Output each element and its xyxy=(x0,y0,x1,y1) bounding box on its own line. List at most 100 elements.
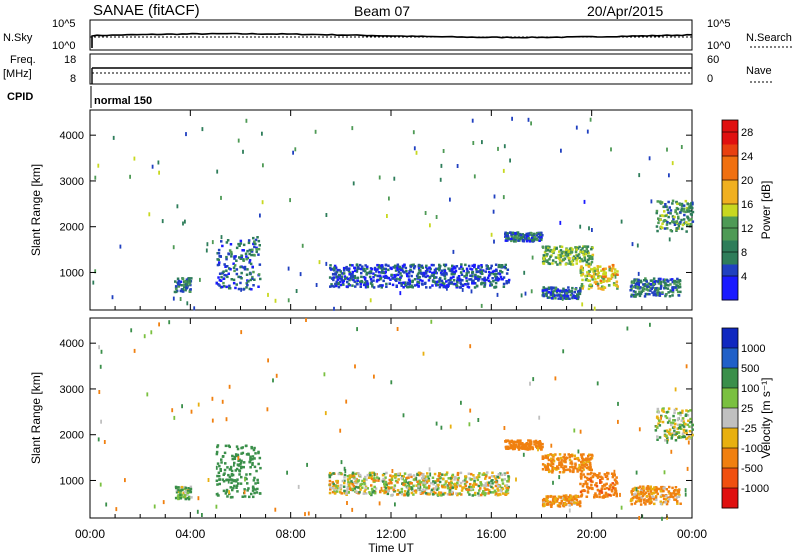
data-cell xyxy=(505,487,508,490)
colorbar-tick-label: 4 xyxy=(741,271,747,283)
data-cell xyxy=(586,258,590,262)
time-axis: 00:00 04:00 08:00 12:00 16:00 20:00 00:00 xyxy=(75,110,707,541)
data-cell xyxy=(388,282,391,285)
data-cell xyxy=(336,275,340,278)
data-cell xyxy=(443,491,447,495)
data-cell xyxy=(234,469,237,472)
data-cell xyxy=(570,263,573,266)
data-cell xyxy=(632,290,636,293)
data-cell xyxy=(456,473,460,476)
data-cell xyxy=(604,273,607,277)
data-cell xyxy=(668,485,671,489)
data-cell xyxy=(339,270,342,273)
data-cell xyxy=(646,283,649,287)
data-cell xyxy=(585,460,588,463)
data-cell xyxy=(634,283,638,286)
data-cell xyxy=(666,496,669,499)
data-cell xyxy=(438,266,441,269)
data-cell xyxy=(504,239,508,242)
data-cell xyxy=(237,287,241,291)
data-cell xyxy=(495,277,498,280)
data-cell xyxy=(447,477,450,480)
data-cell xyxy=(257,285,260,288)
data-cell xyxy=(578,245,581,249)
data-cell xyxy=(180,493,184,497)
data-cell xyxy=(445,280,448,283)
data-cell xyxy=(588,462,592,465)
data-cell xyxy=(652,282,656,286)
data-cell xyxy=(325,261,328,266)
data-cell xyxy=(453,270,456,274)
data-cell xyxy=(589,466,592,470)
data-cell xyxy=(612,487,615,490)
colorbar-tick-label: 8 xyxy=(741,247,747,259)
data-cell xyxy=(666,221,669,224)
data-cell xyxy=(459,484,462,488)
data-cell xyxy=(526,448,529,451)
data-cell xyxy=(546,503,549,506)
data-cell xyxy=(426,274,429,278)
data-cell xyxy=(655,225,659,228)
data-cell xyxy=(545,498,549,501)
data-cell xyxy=(538,239,541,242)
data-cell xyxy=(238,470,242,473)
data-cell xyxy=(335,480,338,483)
data-cell xyxy=(174,280,177,283)
data-cell xyxy=(614,284,618,287)
data-cell xyxy=(365,478,368,481)
data-cell xyxy=(549,293,553,296)
data-cell xyxy=(328,491,332,495)
data-cell xyxy=(495,493,499,497)
data-cell xyxy=(528,442,531,445)
data-cell xyxy=(207,478,210,482)
data-cell xyxy=(467,472,471,475)
data-cell xyxy=(596,282,600,286)
data-cell xyxy=(487,492,490,495)
data-cell xyxy=(356,480,360,483)
data-cell xyxy=(567,256,570,259)
data-cell xyxy=(172,245,175,250)
data-cell xyxy=(510,236,514,239)
y-tick-label: 1000 xyxy=(60,475,84,487)
data-cell xyxy=(666,279,669,282)
data-cell xyxy=(390,273,393,277)
data-cell xyxy=(545,288,549,292)
data-cell xyxy=(405,285,409,289)
data-cell xyxy=(574,464,577,467)
data-cell xyxy=(598,492,601,496)
data-cell xyxy=(530,289,533,294)
data-cell xyxy=(235,480,238,483)
data-cell xyxy=(666,287,670,290)
freq-right-tick-top: 60 xyxy=(707,54,719,66)
data-cell xyxy=(363,267,366,271)
data-cell xyxy=(477,264,480,268)
data-cell xyxy=(659,495,663,498)
data-cell xyxy=(255,469,258,473)
data-cell xyxy=(233,255,236,258)
data-cell xyxy=(366,473,370,477)
data-cell xyxy=(546,296,550,299)
data-cell xyxy=(674,286,677,289)
data-cell xyxy=(587,251,590,255)
data-cell xyxy=(399,291,402,296)
data-cell xyxy=(610,269,614,273)
data-cell xyxy=(304,512,306,517)
data-cell xyxy=(581,466,584,470)
data-cell xyxy=(410,274,413,278)
data-cell xyxy=(502,492,505,495)
data-cell xyxy=(403,480,406,483)
data-cell xyxy=(568,261,572,264)
data-cell xyxy=(332,268,335,271)
data-cell xyxy=(375,280,379,283)
data-cell xyxy=(584,480,587,483)
data-cell xyxy=(674,210,677,213)
data-cell xyxy=(691,423,694,427)
data-cell xyxy=(637,292,640,296)
data-cell xyxy=(387,487,391,490)
data-cell xyxy=(599,265,602,268)
data-cell xyxy=(669,209,673,212)
data-cell xyxy=(172,296,175,301)
data-cell xyxy=(481,281,484,285)
data-cell xyxy=(218,474,221,478)
data-cell xyxy=(575,295,578,298)
